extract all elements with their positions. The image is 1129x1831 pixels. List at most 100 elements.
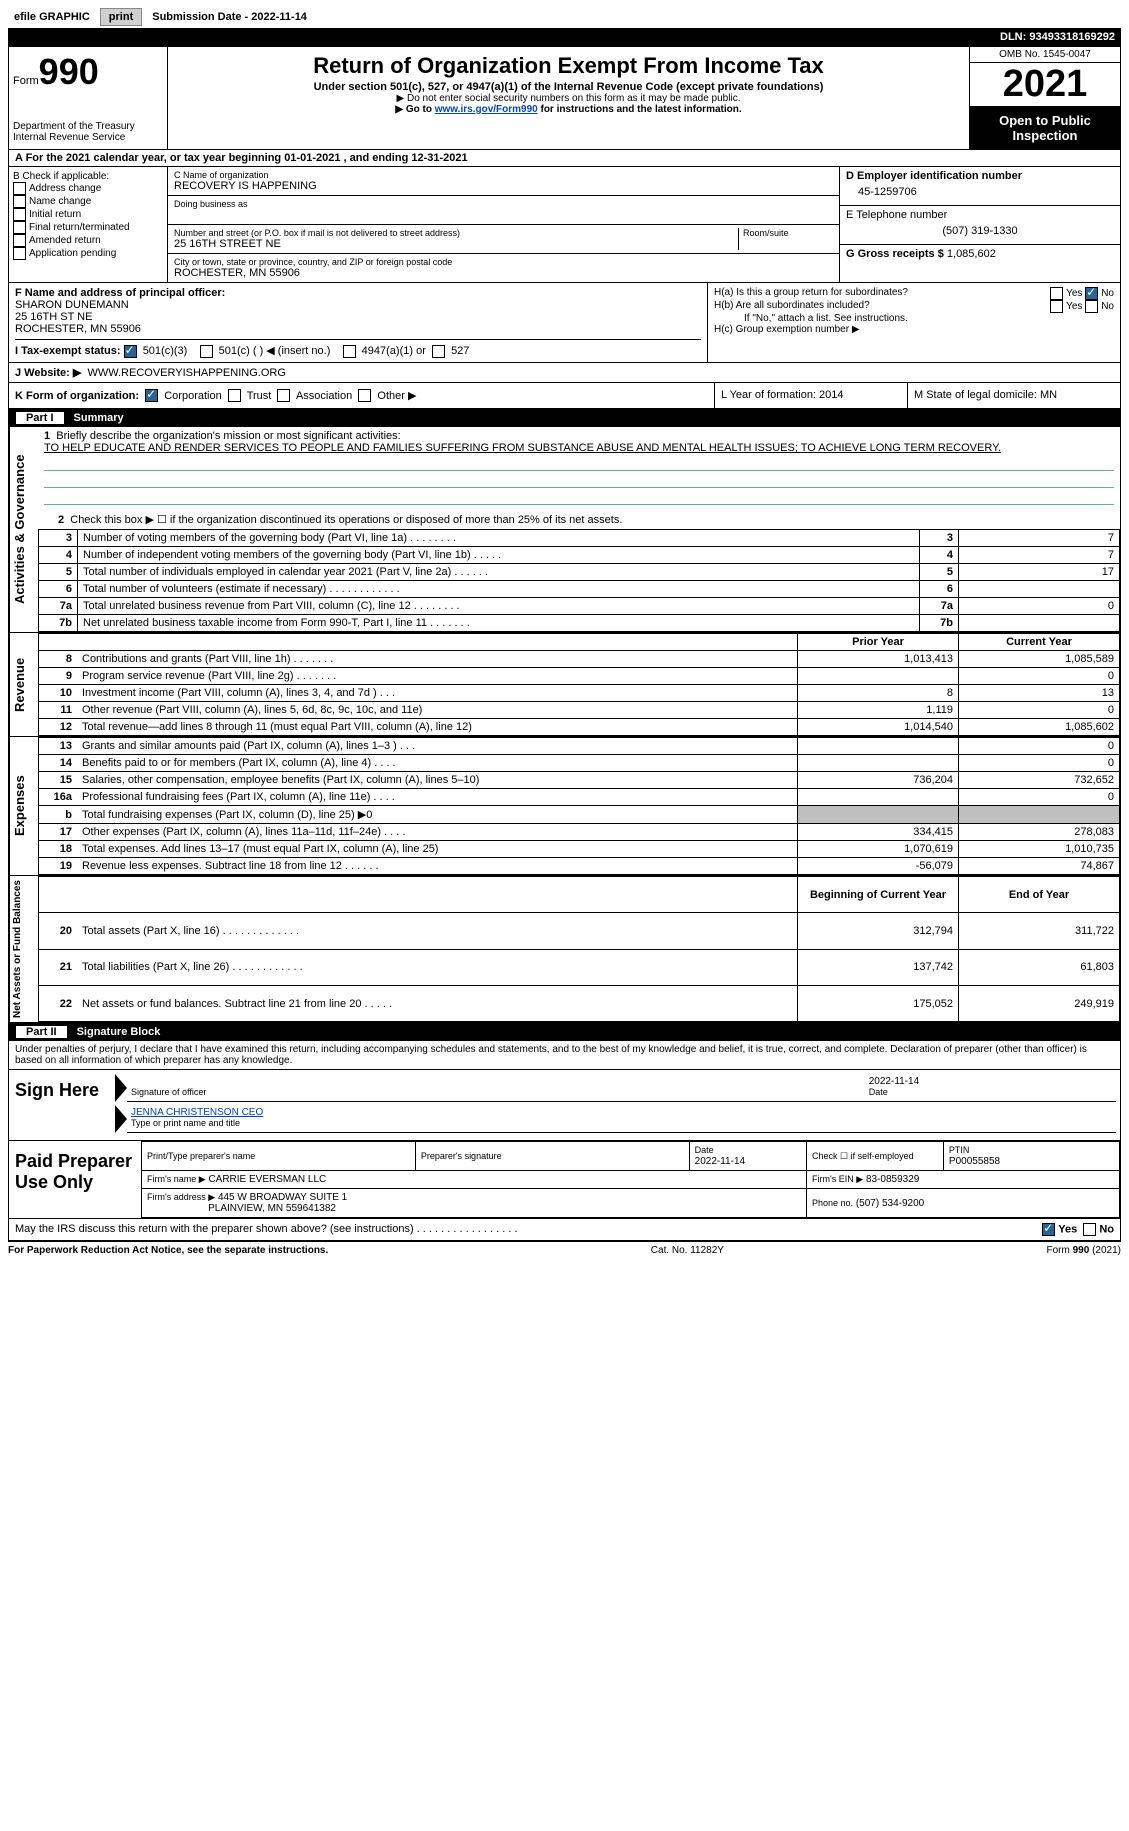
signature-block: Sign Here Signature of officer 2022-11-1… <box>8 1070 1121 1141</box>
checkbox-assoc[interactable] <box>277 389 290 402</box>
street-address: 25 16TH STREET NE <box>174 238 738 250</box>
discuss-row: May the IRS discuss this return with the… <box>8 1219 1121 1241</box>
mission-text: TO HELP EDUCATE AND RENDER SERVICES TO P… <box>44 442 1001 454</box>
checkbox-hb-yes[interactable] <box>1050 300 1063 313</box>
checkbox-527[interactable] <box>432 345 445 358</box>
state-domicile: M State of legal domicile: MN <box>907 383 1120 409</box>
gross-receipts-value: 1,085,602 <box>947 248 996 260</box>
part1-expenses: Expenses 13Grants and similar amounts pa… <box>8 737 1121 876</box>
checkbox-amended[interactable] <box>13 234 26 247</box>
preparer-table: Print/Type preparer's name Preparer's si… <box>141 1141 1120 1218</box>
phone-label: E Telephone number <box>846 209 1114 221</box>
gross-receipts-label: G Gross receipts $ <box>846 248 944 260</box>
tax-year: 2021 <box>970 63 1120 107</box>
officer-addr2: ROCHESTER, MN 55906 <box>15 323 701 335</box>
box-f: F Name and address of principal officer:… <box>9 283 707 362</box>
ptin-value: P00055858 <box>949 1156 1000 1167</box>
checkbox-name-change[interactable] <box>13 195 26 208</box>
sig-officer-label: Signature of officer <box>131 1087 206 1097</box>
checkbox-final-return[interactable] <box>13 221 26 234</box>
box-h: H(a) Is this a group return for subordin… <box>707 283 1120 362</box>
paid-preparer-block: Paid Preparer Use Only Print/Type prepar… <box>8 1141 1121 1219</box>
arrow-icon <box>115 1105 127 1133</box>
part1-governance: Activities & Governance 1 Briefly descri… <box>8 427 1121 633</box>
row-a-period: A For the 2021 calendar year, or tax yea… <box>8 150 1121 167</box>
print-button[interactable]: print <box>100 8 142 26</box>
page-footer: For Paperwork Reduction Act Notice, see … <box>8 1241 1121 1259</box>
checkbox-app-pending[interactable] <box>13 247 26 260</box>
vlabel-governance: Activities & Governance <box>9 427 38 632</box>
perjury-text: Under penalties of perjury, I declare th… <box>8 1041 1121 1070</box>
netassets-table: Beginning of Current YearEnd of Year20To… <box>38 876 1120 1022</box>
checkbox-initial-return[interactable] <box>13 208 26 221</box>
omb-number: OMB No. 1545-0047 <box>970 47 1120 63</box>
box-b: B Check if applicable: Address change Na… <box>9 167 168 282</box>
box-d-e-g: D Employer identification number 45-1259… <box>839 167 1120 282</box>
checkbox-ha-yes[interactable] <box>1050 287 1063 300</box>
dba-label: Doing business as <box>174 199 833 209</box>
firm-name: CARRIE EVERSMAN LLC <box>208 1174 326 1185</box>
vlabel-netassets: Net Assets or Fund Balances <box>9 876 38 1022</box>
revenue-table: Prior YearCurrent Year8Contributions and… <box>38 633 1120 736</box>
arrow-icon <box>115 1074 127 1102</box>
group-exemption: H(c) Group exemption number ▶ <box>714 324 1114 335</box>
checkbox-discuss-no[interactable] <box>1083 1223 1096 1236</box>
submission-date: Submission Date - 2022-11-14 <box>146 11 313 23</box>
city-value: ROCHESTER, MN 55906 <box>174 267 833 279</box>
form-word: Form <box>13 75 39 87</box>
checkbox-address-change[interactable] <box>13 182 26 195</box>
box-b-label: B Check if applicable: <box>13 171 163 182</box>
checkbox-corp[interactable] <box>145 389 158 402</box>
header-left: Form990 Department of the Treasury Inter… <box>9 47 168 149</box>
phone-value: (507) 319-1330 <box>846 221 1114 241</box>
box-c: C Name of organization RECOVERY IS HAPPE… <box>168 167 839 282</box>
footer-cat: Cat. No. 11282Y <box>651 1245 724 1256</box>
sign-here-label: Sign Here <box>9 1070 111 1140</box>
row-j: J Website: ▶ WWW.RECOVERYISHAPPENING.ORG <box>8 363 1121 383</box>
sig-date: 2022-11-14 <box>869 1076 919 1087</box>
discuss-text: May the IRS discuss this return with the… <box>15 1223 518 1236</box>
entity-block: B Check if applicable: Address change Na… <box>8 167 1121 283</box>
section-f-h: F Name and address of principal officer:… <box>8 283 1121 363</box>
governance-table: 3Number of voting members of the governi… <box>38 529 1120 632</box>
irs-label: Internal Revenue Service <box>13 132 163 143</box>
org-name-label: C Name of organization <box>174 170 833 180</box>
part1-title: Summary <box>74 412 124 424</box>
org-name: RECOVERY IS HAPPENING <box>174 180 833 192</box>
room-label: Room/suite <box>743 228 833 238</box>
form-title: Return of Organization Exempt From Incom… <box>172 53 965 79</box>
ein-value: 45-1259706 <box>846 182 1114 202</box>
city-label: City or town, state or province, country… <box>174 257 833 267</box>
checkbox-501c[interactable] <box>200 345 213 358</box>
firm-ein: 83-0859329 <box>866 1174 919 1185</box>
part1-revenue: Revenue Prior YearCurrent Year8Contribut… <box>8 633 1121 737</box>
open-public-badge: Open to Public Inspection <box>970 107 1120 149</box>
checkbox-ha-no[interactable] <box>1085 287 1098 300</box>
website-value: WWW.RECOVERYISHAPPENING.ORG <box>87 367 285 379</box>
checkbox-hb-no[interactable] <box>1085 300 1098 313</box>
checkbox-discuss-yes[interactable] <box>1042 1223 1055 1236</box>
expenses-table: 13Grants and similar amounts paid (Part … <box>38 737 1120 875</box>
efile-label: efile GRAPHIC <box>8 11 96 23</box>
ein-label: D Employer identification number <box>846 170 1114 182</box>
header-mid: Return of Organization Exempt From Incom… <box>168 47 969 149</box>
firm-addr: 445 W BROADWAY SUITE 1 <box>218 1192 347 1203</box>
checkbox-501c3[interactable] <box>124 345 137 358</box>
officer-name-title[interactable]: JENNA CHRISTENSON CEO <box>131 1107 263 1118</box>
addr-label: Number and street (or P.O. box if mail i… <box>174 228 738 238</box>
tax-exempt-label: I Tax-exempt status: <box>15 345 121 357</box>
part2-title: Signature Block <box>77 1026 161 1038</box>
officer-addr1: 25 16TH ST NE <box>15 311 701 323</box>
part1-netassets: Net Assets or Fund Balances Beginning of… <box>8 876 1121 1023</box>
checkbox-4947[interactable] <box>343 345 356 358</box>
form990-link[interactable]: www.irs.gov/Form990 <box>435 104 538 115</box>
year-formation: L Year of formation: 2014 <box>714 383 907 409</box>
checkbox-other[interactable] <box>358 389 371 402</box>
form-header: Form990 Department of the Treasury Inter… <box>8 46 1121 150</box>
dept-label: Department of the Treasury <box>13 121 163 132</box>
note-ssn: ▶ Do not enter social security numbers o… <box>172 93 965 104</box>
header-right: OMB No. 1545-0047 2021 Open to Public In… <box>969 47 1120 149</box>
checkbox-trust[interactable] <box>228 389 241 402</box>
form-number: 990 <box>39 51 99 92</box>
part2-label: Part II <box>16 1026 67 1038</box>
